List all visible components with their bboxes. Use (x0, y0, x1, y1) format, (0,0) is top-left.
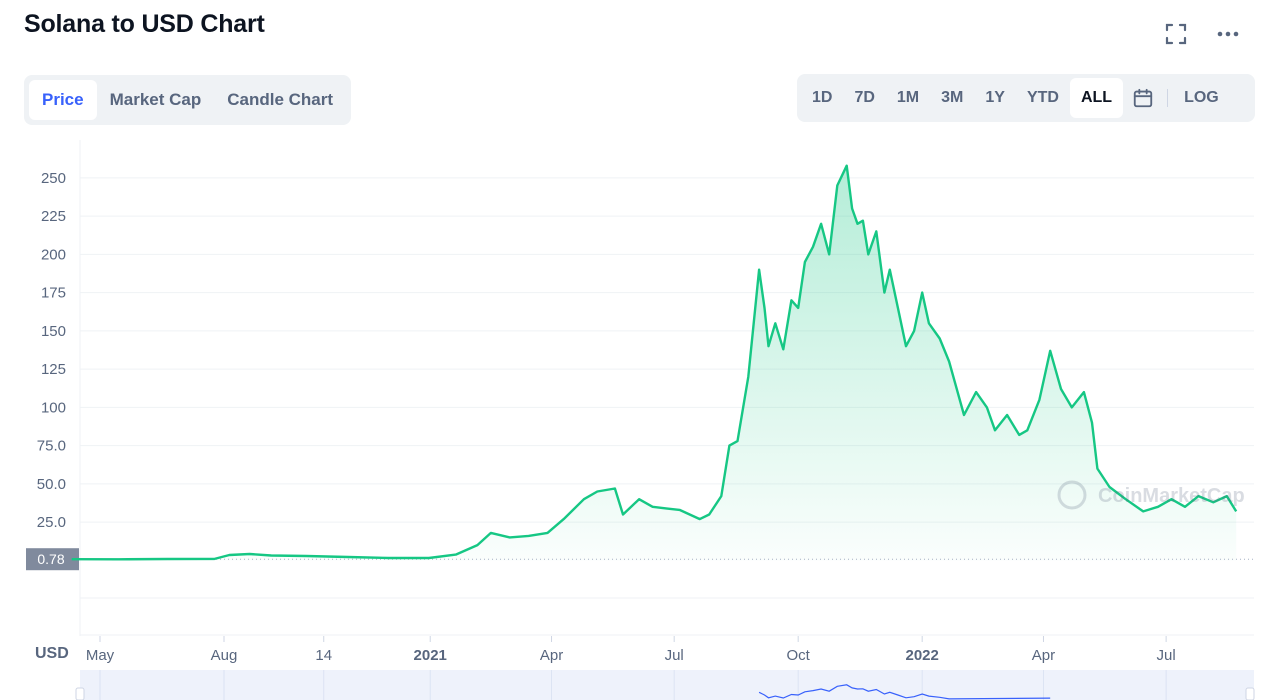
range-1m[interactable]: 1M (896, 89, 920, 106)
navigator-handle-right (1245, 687, 1255, 700)
x-tick-label: 14 (315, 647, 332, 664)
x-tick-label: Apr (1032, 647, 1055, 664)
y-tick-label: 150 (41, 323, 66, 340)
y-tick-label: 250 (41, 170, 66, 187)
range-7d[interactable]: 7D (854, 89, 875, 106)
y-tick-label: 50.0 (37, 476, 66, 493)
watermark-logo (1057, 480, 1087, 510)
chart-type-tabs: Price Market Cap Candle Chart (24, 75, 352, 125)
x-tick-label: 2021 (414, 647, 447, 664)
price-area (71, 165, 1237, 561)
page-title: Solana to USD Chart (24, 10, 265, 38)
range-1y[interactable]: 1Y (985, 89, 1005, 106)
currency-label: USD (35, 645, 69, 662)
range-1d[interactable]: 1D (812, 89, 833, 106)
watermark: CoinMarketCap (1057, 480, 1245, 510)
x-tick-label: Jul (1157, 647, 1176, 664)
x-tick-label: Jul (665, 647, 684, 664)
range-all[interactable]: ALL (1069, 78, 1124, 118)
y-tick-label: 100 (41, 399, 66, 416)
navigator-series (758, 684, 1051, 700)
y-tick-label: 75.0 (37, 438, 66, 455)
tab-price[interactable]: Price (29, 80, 97, 120)
x-tick-label: May (86, 647, 115, 664)
tab-market-cap[interactable]: Market Cap (109, 90, 202, 109)
more-horizontal-icon[interactable] (1214, 20, 1242, 48)
navigator-handle-left (75, 687, 85, 700)
start-price-marker (26, 548, 79, 571)
watermark-text: CoinMarketCap (1098, 485, 1245, 507)
y-tick-label: 225 (41, 208, 66, 225)
range-3m[interactable]: 3M (941, 89, 964, 106)
y-tick-label: 125 (41, 361, 66, 378)
navigator-background (80, 670, 1254, 700)
x-tick-label: Oct (787, 647, 811, 664)
y-tick-label: 25.0 (37, 514, 66, 531)
fullscreen-icon[interactable] (1162, 20, 1190, 48)
y-tick-label: 175 (41, 285, 66, 302)
log-scale-toggle[interactable]: LOG (1184, 89, 1219, 106)
tab-candle-chart[interactable]: Candle Chart (227, 90, 334, 109)
x-tick-label: Aug (211, 647, 238, 664)
y-tick-label: 200 (41, 246, 66, 263)
price-line (71, 164, 1238, 561)
range-divider (1167, 89, 1169, 107)
x-tick-label: 2022 (905, 647, 938, 664)
start-price-label: 0.78 (37, 551, 64, 567)
time-range-selector: 1D 7D 1M 3M 1Y YTD ALL LOG (797, 74, 1255, 122)
x-tick-label: Apr (540, 647, 563, 664)
range-ytd[interactable]: YTD (1026, 89, 1059, 106)
calendar-icon[interactable] (1123, 78, 1163, 118)
